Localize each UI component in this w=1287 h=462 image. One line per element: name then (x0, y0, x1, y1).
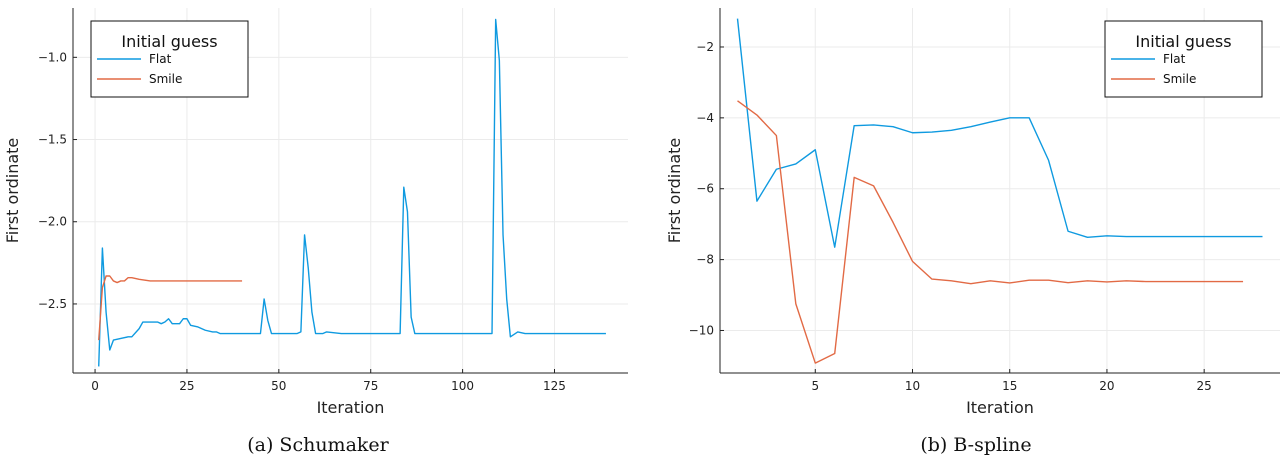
y-tick-label: −2 (696, 40, 714, 54)
tick-labels: 0 25 50 75 100 125 −2.5 −2.0 −1.5 −1.0 (38, 50, 566, 393)
y-axis-label: First ordinate (3, 138, 22, 244)
axes (72, 8, 628, 374)
y-axis-label: First ordinate (665, 138, 684, 244)
x-tick-label: 75 (363, 379, 378, 393)
axes (719, 8, 1280, 374)
x-tick-label: 0 (91, 379, 99, 393)
y-tick-label: −1.0 (38, 50, 67, 64)
x-tick-label: 5 (811, 379, 819, 393)
panel-bspline: 5 10 15 20 25 −10 −8 −6 −4 −2 Iteration First ord… (665, 8, 1280, 456)
x-tick-label: 25 (1197, 379, 1212, 393)
series-line-smile (737, 100, 1244, 364)
y-tick-label: −6 (696, 182, 714, 196)
x-tick-label: 25 (179, 379, 194, 393)
legend-label-flat: Flat (1163, 52, 1186, 66)
x-axis-label: Iteration (966, 398, 1034, 417)
legend-label-smile: Smile (149, 72, 182, 86)
series-lines (98, 18, 606, 367)
y-tick-label: −2.5 (38, 297, 67, 311)
legend-title: Initial guess (1135, 32, 1231, 51)
x-tick-label: 50 (271, 379, 286, 393)
x-tick-label: 10 (905, 379, 920, 393)
legend: Initial guess Flat Smile (1104, 20, 1263, 98)
x-tick-label: 125 (543, 379, 566, 393)
legend: Initial guess Flat Smile (90, 20, 249, 98)
series-lines (736, 18, 1263, 364)
x-tick-label: 100 (451, 379, 474, 393)
series-line-flat (98, 18, 606, 367)
legend-title: Initial guess (121, 32, 217, 51)
panel-schumaker: 0 25 50 75 100 125−2.5−2.0−1.5−1.0 Iteration … (3, 8, 628, 456)
y-tick-label: −8 (696, 253, 714, 267)
caption-b: (b) B-spline (920, 434, 1031, 456)
series-line-smile (98, 275, 243, 341)
tick-labels: 5 10 15 20 25 −10 −8 −6 −4 −2 (689, 40, 1212, 393)
x-tick-label: 15 (1002, 379, 1017, 393)
y-tick-label: −10 (689, 323, 714, 337)
y-tick-label: −4 (696, 111, 714, 125)
x-axis-label: Iteration (317, 398, 385, 417)
legend-label-flat: Flat (149, 52, 172, 66)
series-line-flat (736, 18, 1263, 248)
y-tick-label: −2.0 (38, 215, 67, 229)
caption-a: (a) Schumaker (247, 434, 389, 456)
y-tick-label: −1.5 (38, 133, 67, 147)
x-tick-label: 20 (1099, 379, 1114, 393)
legend-label-smile: Smile (1163, 72, 1196, 86)
